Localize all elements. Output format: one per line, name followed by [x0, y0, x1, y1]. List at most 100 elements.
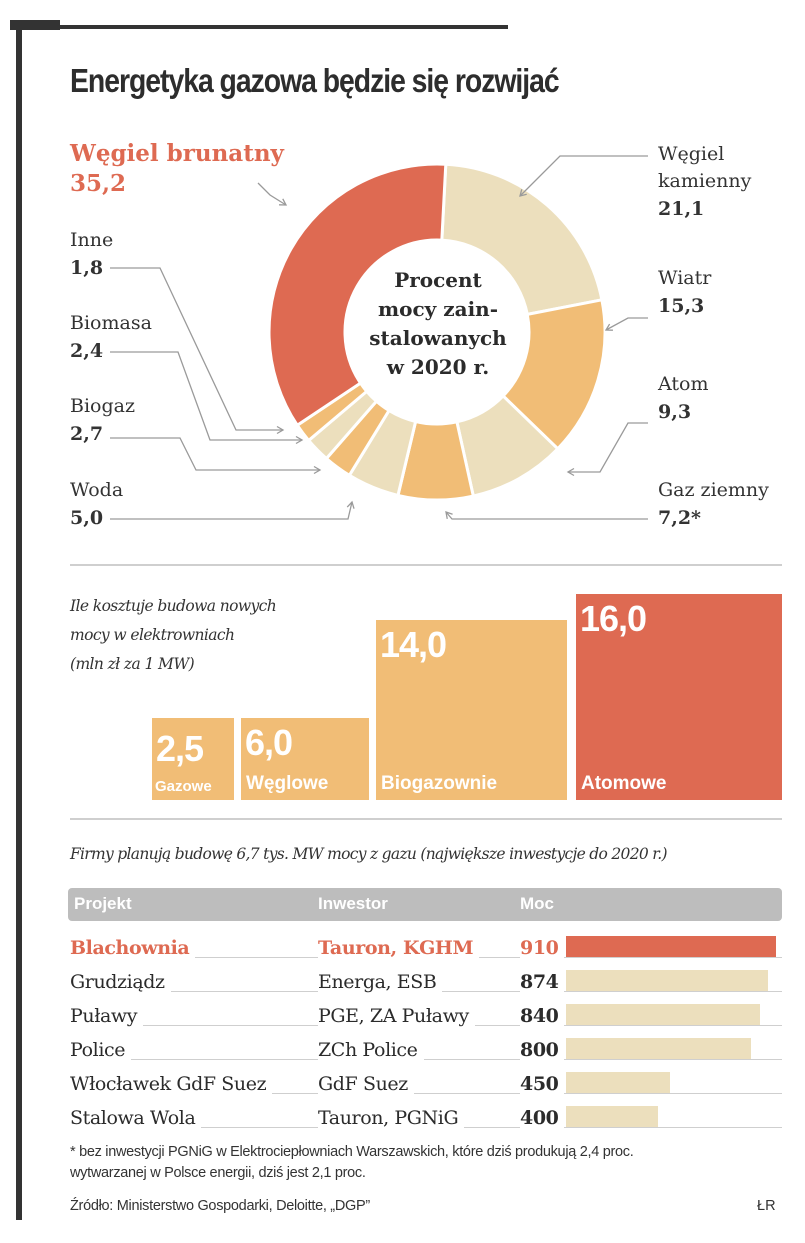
- table-row: Puławy PGE, ZA Puławy 840: [70, 996, 782, 1030]
- bar-category-label: Atomowe: [581, 773, 667, 794]
- footnote-line: wytwarzanej w Polsce energii, dziś jest …: [70, 1165, 366, 1181]
- section-divider: [70, 564, 782, 566]
- col-header-moc: Moc: [520, 894, 554, 913]
- slice-name: Biogaz: [70, 395, 135, 417]
- bar-category-label: Biogazownie: [381, 773, 498, 794]
- frame-left-rule: [16, 20, 22, 1220]
- slice-name: Atom: [658, 373, 709, 395]
- cell-projekt: Blachownia: [70, 937, 196, 959]
- slice-label-atom: Atom 9,3: [658, 370, 708, 426]
- donut-chart: [110, 155, 648, 520]
- table-header: Projekt Inwestor Moc: [68, 888, 782, 921]
- center-label-line: mocy zain-: [377, 297, 499, 321]
- cell-moc: 800: [520, 1039, 565, 1061]
- bar-category-label: Gazowe: [155, 778, 212, 795]
- moc-bar: [566, 1106, 659, 1127]
- arrowhead-icon: [279, 198, 288, 206]
- section-divider: [70, 818, 782, 820]
- leader-line: [110, 437, 320, 471]
- slice-label-biomasa: Biomasa 2,4: [70, 309, 152, 365]
- cost-bar-atomowe: 16,0 Atomowe: [576, 594, 782, 800]
- cost-title-line: Ile kosztuje budowa nowych: [70, 597, 277, 615]
- footnote: * bez inwestycji PGNiG w Elektrociepłown…: [70, 1142, 634, 1184]
- leader-line: [110, 351, 302, 441]
- slice-value: 35,2: [70, 170, 127, 197]
- arrowhead-icon: [566, 467, 575, 477]
- table-row: Blachownia Tauron, KGHM 910: [70, 928, 782, 962]
- cell-projekt: Grudziądz: [70, 971, 171, 993]
- cell-projekt: Puławy: [70, 1005, 144, 1027]
- cost-title-line: mocy w elektrowniach: [70, 626, 235, 644]
- bar-value-label: 6,0: [245, 722, 293, 763]
- center-label-line: Procent: [394, 268, 482, 292]
- slice-value: 2,4: [70, 340, 104, 362]
- col-header-inwestor: Inwestor: [318, 894, 388, 913]
- arrowhead-icon: [346, 500, 355, 509]
- slice-value: 5,0: [70, 507, 104, 529]
- cell-inwestor: Tauron, KGHM: [318, 937, 480, 959]
- cell-inwestor: PGE, ZA Puławy: [318, 1005, 475, 1027]
- moc-bar: [566, 936, 776, 957]
- frame-top-rule-right: [60, 25, 508, 29]
- leader-line: [445, 511, 648, 520]
- slice-name: Wiatr: [658, 267, 712, 289]
- moc-bar: [566, 1072, 670, 1093]
- table-row: Stalowa Wola Tauron, PGNiG 400: [70, 1098, 782, 1132]
- moc-bar: [566, 970, 768, 991]
- cell-moc: 874: [520, 971, 565, 993]
- slice-label-biogaz: Biogaz 2,7: [70, 392, 135, 448]
- cell-moc: 450: [520, 1073, 565, 1095]
- donut-center-label: Procent mocy zain- stalowanych w 2020 r.: [352, 266, 524, 382]
- slice-name: Woda: [70, 479, 124, 501]
- cell-inwestor: ZCh Police: [318, 1039, 424, 1061]
- slice-label-woda: Woda 5,0: [70, 476, 123, 532]
- cost-chart-title: Ile kosztuje budowa nowych mocy w elektr…: [70, 592, 277, 679]
- slice-value: 15,3: [658, 295, 705, 317]
- leader-line: [110, 501, 353, 520]
- bar-category-label: Węglowe: [246, 773, 329, 794]
- leader-line: [568, 422, 648, 473]
- cell-projekt: Włocławek GdF Suez: [70, 1073, 273, 1095]
- center-label-line: w 2020 r.: [386, 355, 490, 379]
- arrowhead-icon: [445, 511, 453, 519]
- table-row: Grudziądz Energa, ESB 874: [70, 962, 782, 996]
- arrowhead-icon: [313, 465, 322, 475]
- cost-bar-gazowe: 2,5 Gazowe: [152, 718, 234, 800]
- moc-bar: [566, 1038, 751, 1059]
- slice-name: Gaz ziemny: [658, 479, 769, 501]
- cost-bar-węglowe: 6,0 Węglowe: [241, 718, 369, 800]
- leader-line: [257, 182, 287, 206]
- slice-name: kamienny: [658, 170, 752, 192]
- slice-label-gaz-ziemny: Gaz ziemny 7,2*: [658, 476, 769, 532]
- row-rule: [70, 1093, 782, 1094]
- cell-inwestor: Tauron, PGNiG: [318, 1107, 465, 1129]
- slice-label-inne: Inne 1,8: [70, 226, 113, 282]
- leader-line: [110, 267, 283, 431]
- slice-name: Inne: [70, 229, 114, 251]
- slice-name: Biomasa: [70, 312, 152, 334]
- cell-moc: 400: [520, 1107, 565, 1129]
- center-label-line: stalowanych: [369, 326, 507, 350]
- slice-name: Węgiel: [658, 143, 725, 165]
- row-rule: [70, 1059, 782, 1060]
- cell-inwestor: GdF Suez: [318, 1073, 414, 1095]
- slice-label-wegiel-brunatny: Węgiel brunatny 35,2: [70, 139, 284, 199]
- slice-value: 9,3: [658, 401, 692, 423]
- page-title: Energetyka gazowa będzie się rozwijać: [70, 62, 560, 99]
- moc-bar: [566, 1004, 760, 1025]
- cell-inwestor: Energa, ESB: [318, 971, 443, 993]
- slice-value: 7,2*: [658, 507, 701, 529]
- bar-value-label: 2,5: [156, 728, 204, 769]
- slice-value: 21,1: [658, 198, 705, 220]
- author-initials: ŁR: [757, 1198, 776, 1214]
- slice-label-wiatr: Wiatr 15,3: [658, 264, 711, 320]
- source-credit: Źródło: Ministerstwo Gospodarki, Deloitt…: [70, 1198, 370, 1214]
- donut-slice-węgiel-brunatny: [267, 162, 448, 428]
- arrowhead-icon: [295, 435, 304, 445]
- table-row: Police ZCh Police 800: [70, 1030, 782, 1064]
- cell-moc: 910: [520, 937, 565, 959]
- table-title: Firmy planują budowę 6,7 tys. MW mocy z …: [70, 845, 668, 863]
- slice-value: 2,7: [70, 423, 104, 445]
- bar-value-label: 14,0: [380, 623, 447, 665]
- cost-title-line: (mln zł za 1 MW): [70, 655, 195, 673]
